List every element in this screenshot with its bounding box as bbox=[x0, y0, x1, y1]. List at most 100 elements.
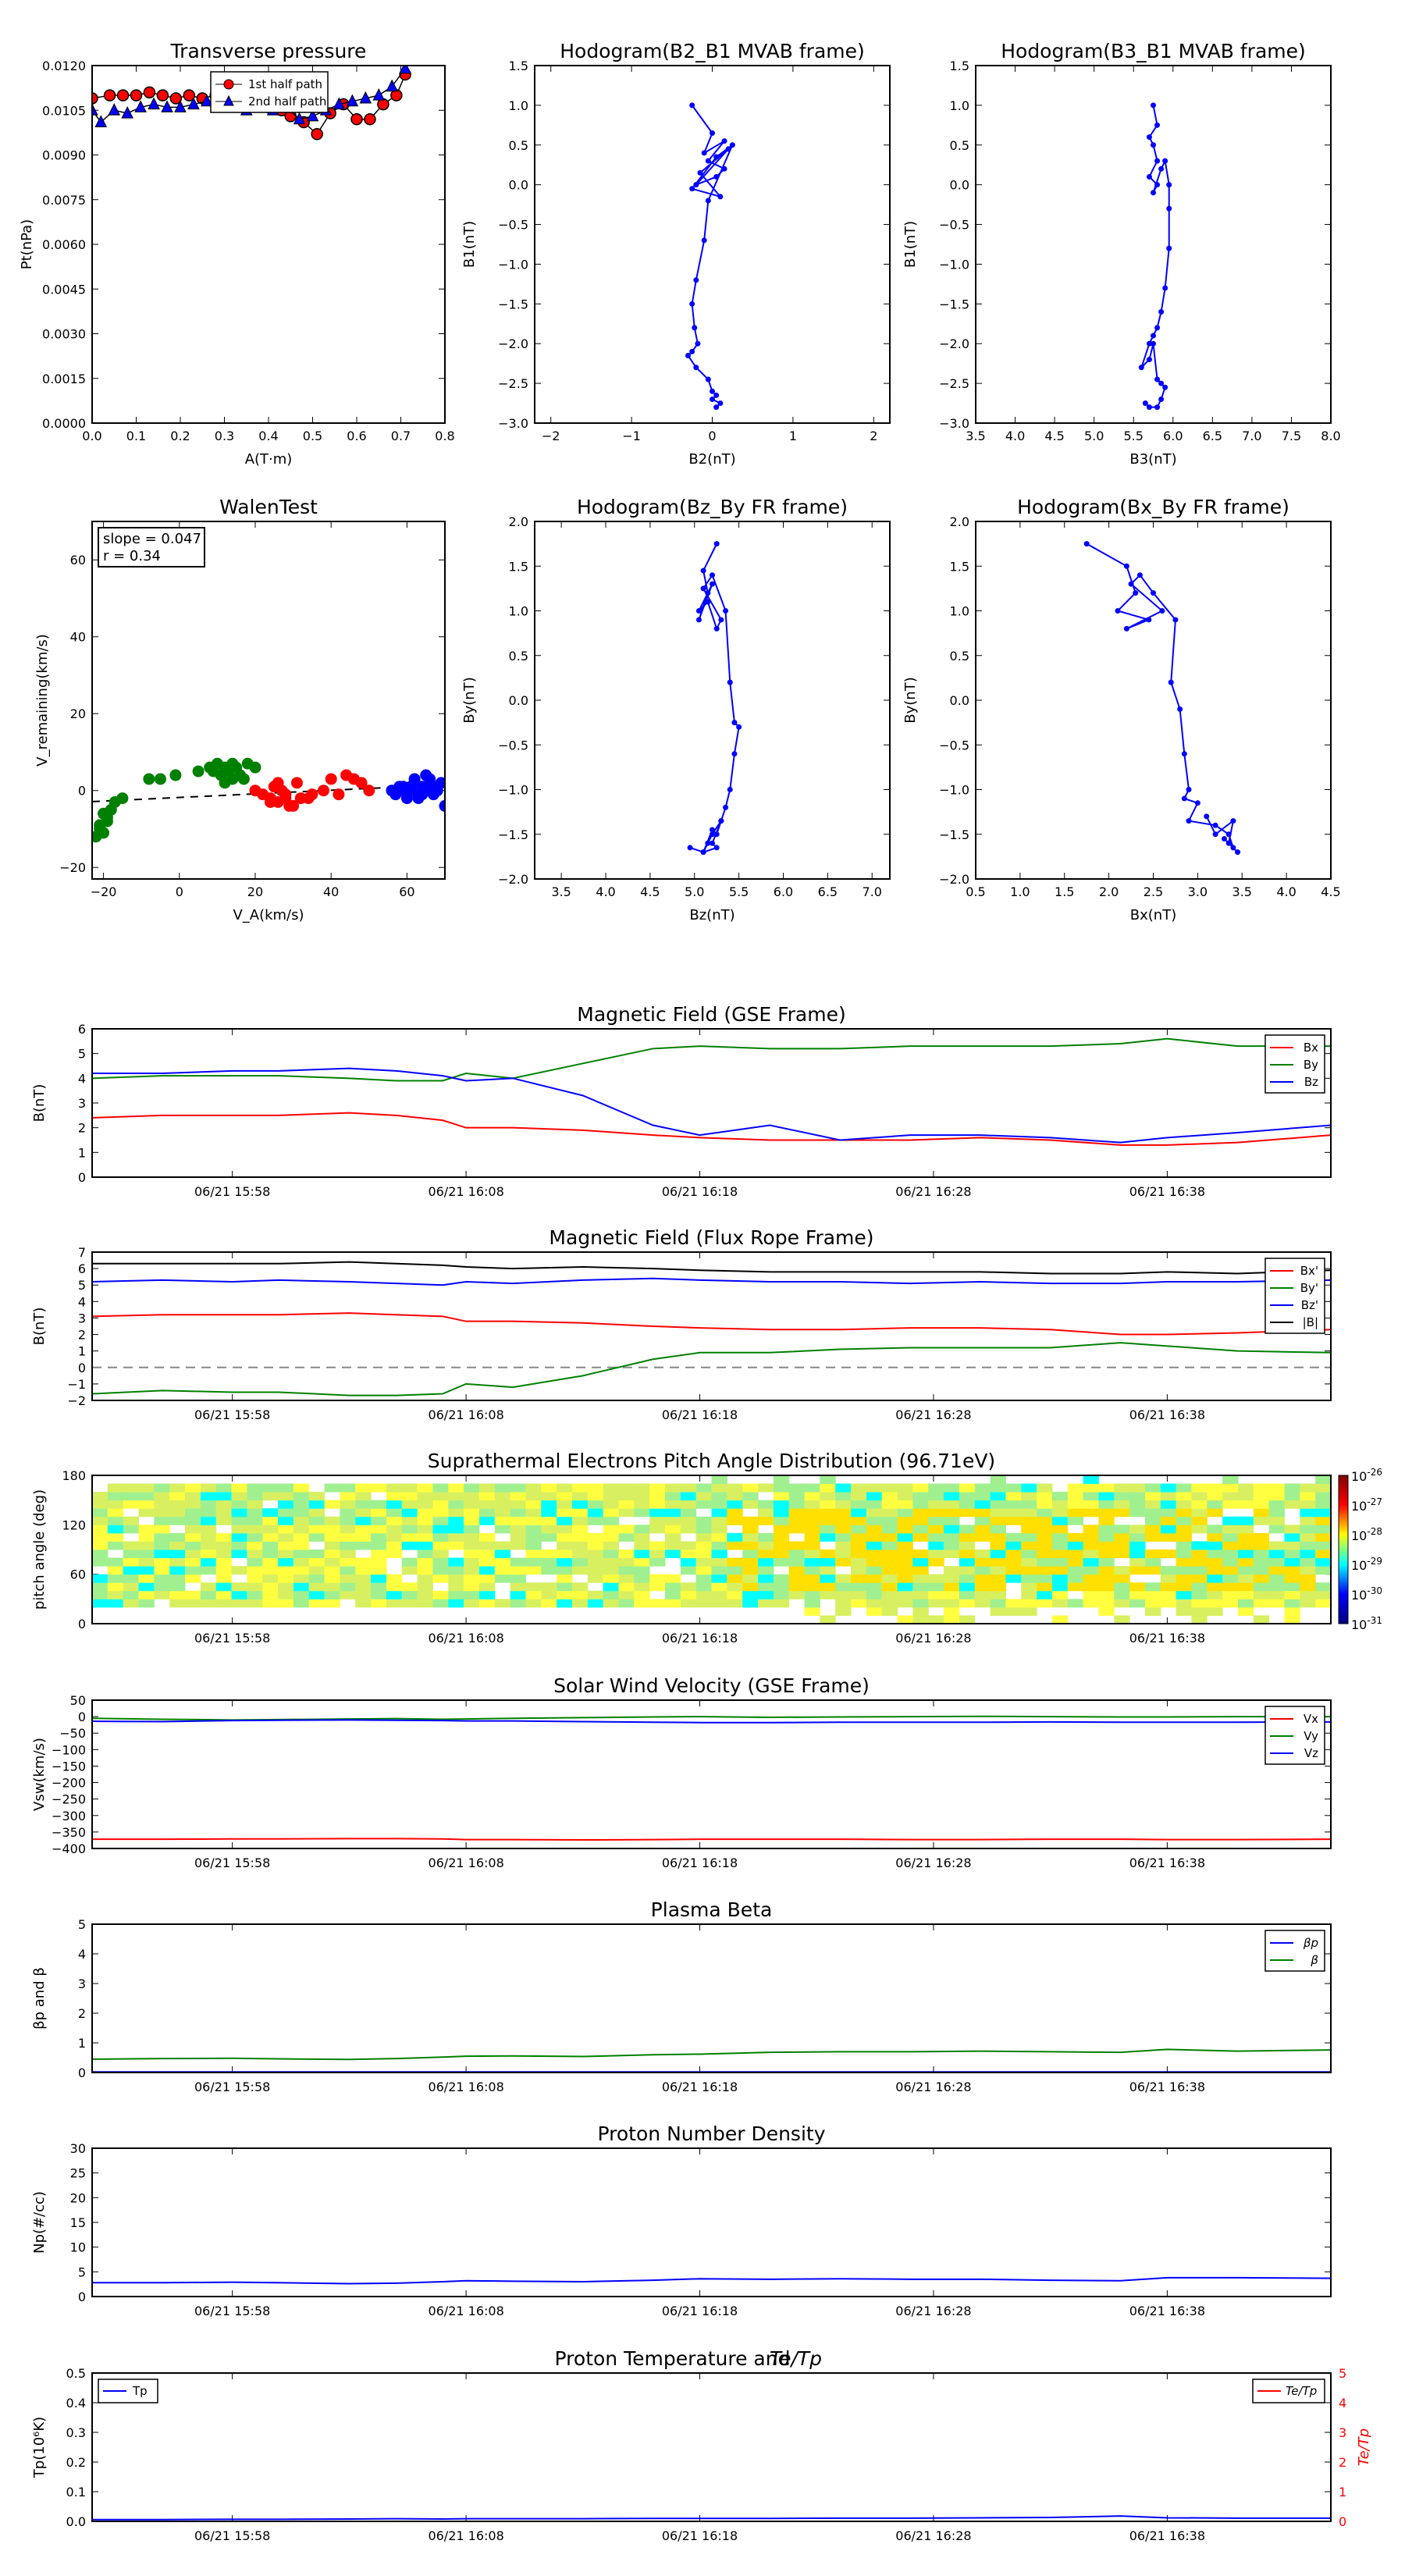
data-point bbox=[279, 788, 292, 801]
heatmap-cell bbox=[494, 1508, 511, 1517]
heatmap-cell bbox=[200, 1590, 217, 1599]
data-point bbox=[1225, 831, 1232, 838]
heatmap-cell bbox=[1176, 1508, 1192, 1517]
data-point bbox=[92, 92, 98, 105]
heatmap-cell bbox=[881, 1606, 898, 1616]
heatmap-cell bbox=[1051, 1492, 1069, 1501]
y-tick-label: 1.5 bbox=[950, 59, 969, 73]
heatmap-cell bbox=[386, 1590, 403, 1599]
heatmap-cell bbox=[417, 1582, 433, 1592]
heatmap-cell bbox=[1176, 1532, 1192, 1542]
data-point bbox=[386, 79, 399, 92]
data-point bbox=[731, 720, 738, 726]
heatmap-cell bbox=[711, 1557, 727, 1567]
y-tick-label: −1.5 bbox=[498, 297, 528, 311]
heatmap-cell bbox=[1114, 1582, 1130, 1592]
heatmap-cell bbox=[478, 1574, 496, 1583]
x-tick-label: 5.0 bbox=[1084, 429, 1104, 443]
y2-tick-label: 4 bbox=[1339, 2396, 1346, 2411]
series-line-Bx bbox=[92, 1312, 1331, 1336]
heatmap-cell bbox=[1098, 1557, 1115, 1567]
x-tick-label: 0.8 bbox=[435, 429, 454, 443]
heatmap-cell bbox=[1268, 1483, 1285, 1493]
heatmap-cell bbox=[742, 1492, 759, 1501]
data-point bbox=[156, 89, 169, 101]
heatmap-cell bbox=[881, 1532, 898, 1542]
heatmap-cell bbox=[634, 1566, 650, 1575]
data-point bbox=[1158, 380, 1165, 386]
data-point bbox=[333, 788, 345, 801]
heatmap-cell bbox=[1222, 1492, 1239, 1501]
heatmap-cell bbox=[788, 1508, 806, 1517]
heatmap-cell bbox=[1114, 1500, 1130, 1509]
heatmap-cell bbox=[324, 1532, 340, 1542]
data-point bbox=[346, 94, 359, 107]
heatmap-cell bbox=[1191, 1590, 1208, 1599]
heatmap-cell bbox=[959, 1615, 976, 1624]
heatmap-cell bbox=[758, 1566, 774, 1575]
x-tick-label: 0.6 bbox=[347, 429, 366, 443]
data-point bbox=[264, 796, 276, 809]
heatmap-cell bbox=[928, 1516, 944, 1525]
x-tick-label: 06/21 16:08 bbox=[428, 1631, 503, 1646]
heatmap-cell bbox=[587, 1532, 604, 1542]
heatmap-cell bbox=[1284, 1574, 1300, 1583]
x-tick-label: 0.4 bbox=[258, 429, 278, 443]
heatmap-cell bbox=[123, 1516, 140, 1525]
heatmap-cell bbox=[1160, 1508, 1177, 1517]
heatmap-cell bbox=[1021, 1590, 1037, 1599]
heatmap-cell bbox=[928, 1557, 944, 1567]
data-point bbox=[725, 146, 731, 152]
data-point bbox=[1115, 608, 1121, 614]
data-point bbox=[1151, 190, 1156, 196]
heatmap-cell bbox=[1129, 1582, 1146, 1592]
x-axis-label: Bz(nT) bbox=[689, 907, 735, 923]
heatmap-cell bbox=[1005, 1550, 1022, 1559]
heatmap-cell bbox=[1253, 1492, 1270, 1501]
heatmap-cell bbox=[200, 1532, 217, 1542]
heatmap-cell bbox=[835, 1483, 852, 1493]
y-tick-label: 10 bbox=[70, 2240, 86, 2255]
data-point bbox=[1162, 384, 1168, 390]
heatmap-cell bbox=[293, 1541, 310, 1550]
heatmap-cell bbox=[773, 1525, 790, 1534]
heatmap-cell bbox=[928, 1615, 944, 1624]
heatmap-cell bbox=[541, 1532, 557, 1542]
heatmap-cell bbox=[293, 1550, 310, 1559]
heatmap-cell bbox=[1021, 1599, 1037, 1608]
heatmap-cell bbox=[944, 1615, 960, 1624]
heatmap-cell bbox=[820, 1615, 836, 1624]
heatmap-cell bbox=[587, 1590, 604, 1599]
heatmap-cell bbox=[835, 1574, 852, 1583]
heatmap-cell bbox=[92, 1532, 108, 1542]
heatmap-cell bbox=[1300, 1532, 1316, 1542]
heatmap-cell bbox=[107, 1500, 124, 1509]
heatmap-cell bbox=[974, 1590, 991, 1599]
heatmap-cell bbox=[138, 1541, 155, 1550]
heatmap-cell bbox=[231, 1500, 247, 1509]
heatmap-cell bbox=[928, 1500, 944, 1509]
heatmap-cell bbox=[1129, 1550, 1146, 1559]
heatmap-cell bbox=[231, 1525, 247, 1534]
data-point bbox=[710, 388, 715, 394]
x-tick-label: 06/21 15:58 bbox=[194, 1184, 270, 1199]
heatmap-cell bbox=[1207, 1541, 1223, 1550]
heatmap-cell bbox=[185, 1500, 201, 1509]
heatmap-cell bbox=[727, 1582, 743, 1592]
y-tick-label: −3.0 bbox=[498, 416, 528, 431]
heatmap-cell bbox=[262, 1566, 279, 1575]
colorbar bbox=[1338, 1475, 1349, 1624]
heatmap-cell bbox=[1237, 1574, 1254, 1583]
heatmap-cell bbox=[278, 1516, 294, 1525]
heatmap-cell bbox=[1114, 1483, 1130, 1493]
heatmap-cell bbox=[1051, 1541, 1069, 1550]
heatmap-cell bbox=[432, 1516, 449, 1525]
heatmap-cell bbox=[727, 1574, 743, 1583]
heatmap-cell bbox=[1176, 1483, 1192, 1493]
legend-label: β bbox=[1310, 1953, 1318, 1967]
data-point bbox=[372, 88, 386, 101]
heatmap-cell bbox=[897, 1550, 913, 1559]
heatmap-cell bbox=[649, 1508, 666, 1517]
heatmap-cell bbox=[959, 1582, 976, 1592]
heatmap-cell bbox=[200, 1541, 217, 1550]
